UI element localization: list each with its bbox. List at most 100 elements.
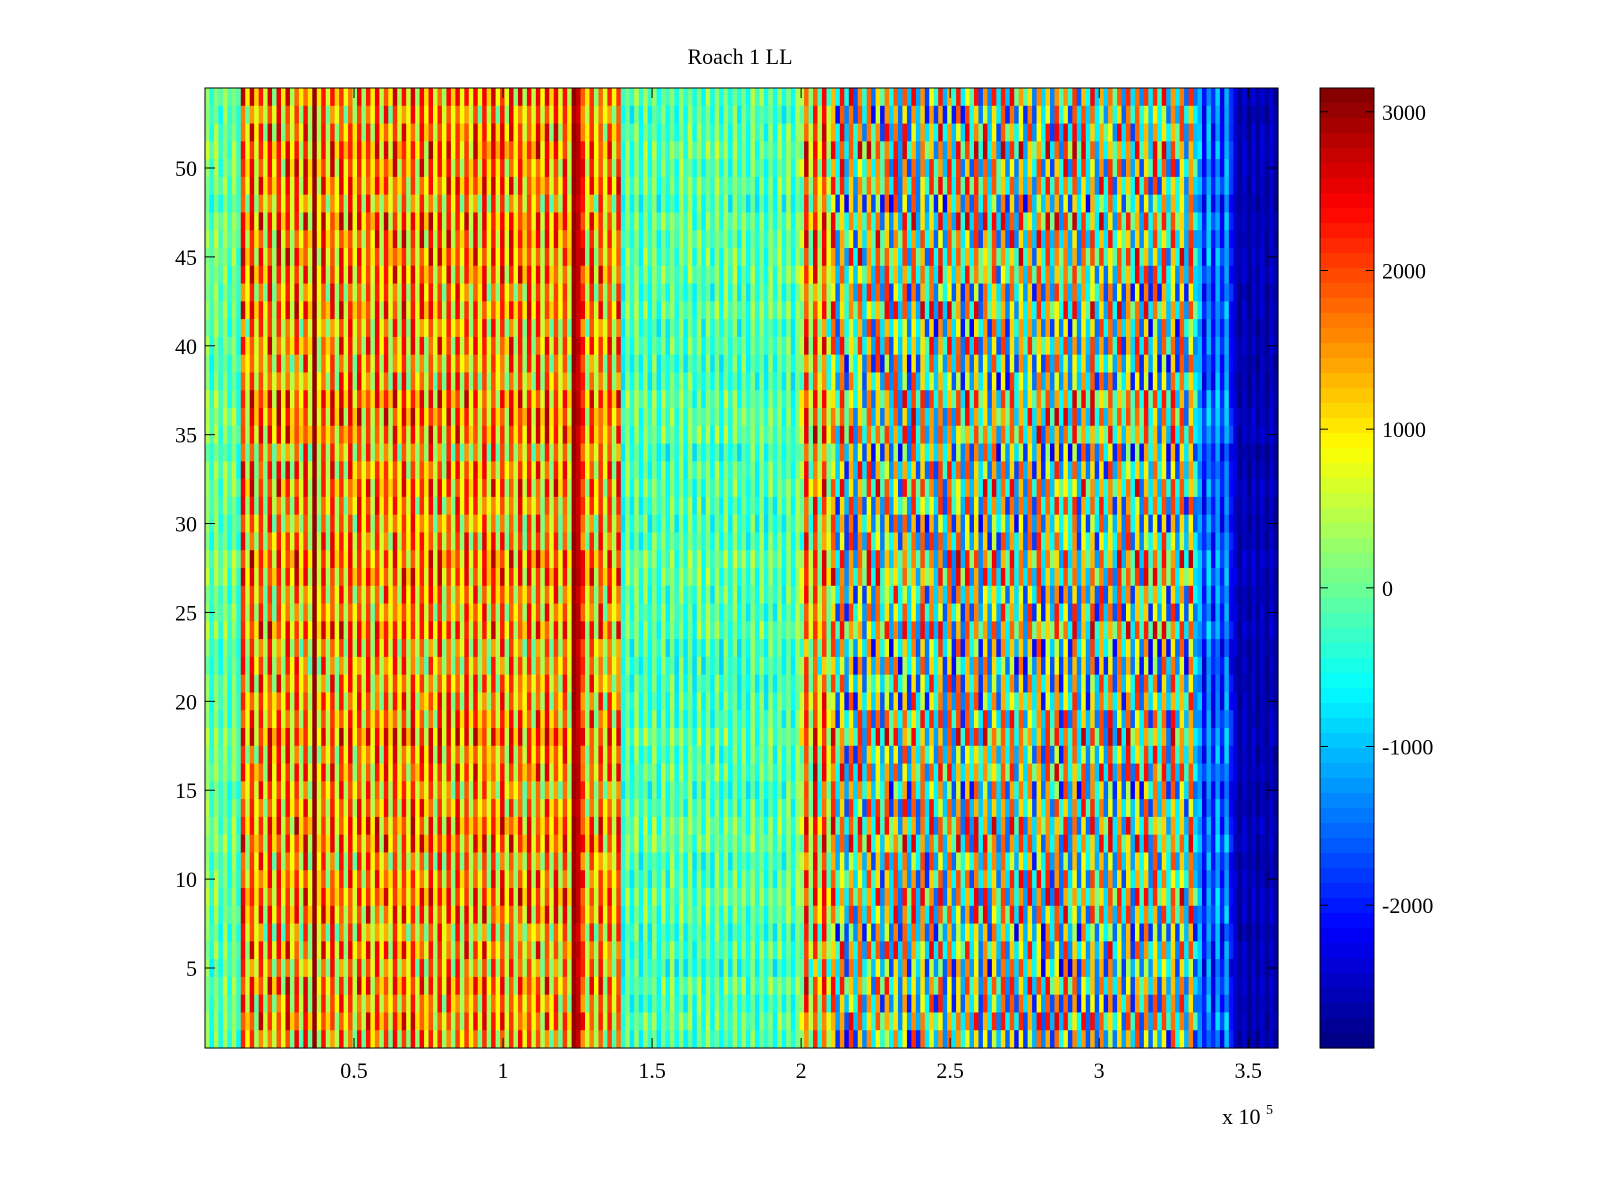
heatmap-cell: [379, 88, 385, 107]
heatmap-cell: [544, 639, 550, 658]
heatmap-cell: [267, 408, 273, 427]
chart-title: Roach 1 LL: [687, 44, 792, 69]
heatmap-cell: [540, 834, 546, 854]
heatmap-cell: [316, 479, 322, 498]
heatmap-cell: [249, 354, 255, 374]
heatmap-cell: [517, 372, 524, 391]
heatmap-cell: [330, 976, 336, 996]
heatmap-cell: [365, 834, 372, 854]
heatmap-cell: [459, 105, 465, 125]
heatmap-cell: [357, 745, 363, 765]
heatmap-cell: [339, 639, 345, 658]
heatmap-cell: [231, 781, 237, 800]
heatmap-cell: [325, 639, 331, 658]
heatmap-cell: [602, 763, 608, 782]
heatmap-cell: [540, 674, 546, 694]
heatmap-cell: [316, 728, 322, 747]
heatmap-cell: [473, 585, 479, 605]
heatmap-cell: [383, 123, 389, 142]
heatmap-cell: [334, 336, 340, 356]
heatmap-cell: [352, 372, 358, 391]
heatmap-cell: [607, 230, 613, 249]
heatmap-cell: [428, 976, 434, 996]
heatmap-cell: [509, 141, 515, 160]
heatmap-cell: [593, 425, 600, 445]
heatmap-cell: [468, 496, 474, 516]
heatmap-cell: [222, 301, 228, 320]
heatmap-cell: [205, 230, 211, 249]
heatmap-cell: [379, 354, 385, 374]
heatmap-cell: [307, 176, 313, 196]
heatmap-cell: [410, 479, 416, 498]
heatmap-cell: [495, 550, 501, 569]
heatmap-cell: [245, 390, 251, 409]
heatmap-cell: [209, 105, 215, 125]
heatmap-cell: [589, 336, 595, 356]
heatmap-cell: [245, 852, 251, 871]
heatmap-cell: [424, 799, 430, 818]
heatmap-cell: [509, 88, 515, 107]
heatmap-cell: [272, 443, 278, 462]
heatmap-cell: [468, 265, 474, 285]
heatmap-cell: [227, 674, 233, 694]
heatmap-cell: [258, 976, 264, 996]
heatmap-cell: [500, 639, 506, 658]
heatmap-cell: [593, 443, 600, 462]
heatmap-cell: [213, 461, 220, 480]
heatmap-cell: [522, 834, 528, 854]
heatmap-cell: [500, 159, 506, 178]
heatmap-cell: [307, 550, 313, 569]
heatmap-cell: [272, 265, 278, 285]
heatmap-cell: [567, 265, 573, 285]
heatmap-cell: [240, 354, 246, 374]
heatmap-cell: [406, 443, 412, 462]
heatmap-cell: [205, 301, 211, 320]
heatmap-cell: [459, 194, 465, 214]
heatmap-cell: [339, 905, 345, 925]
heatmap-cell: [281, 425, 287, 445]
heatmap-cell: [410, 976, 416, 996]
heatmap-cell: [504, 265, 510, 285]
heatmap-cell: [388, 568, 394, 587]
heatmap-cell: [437, 816, 443, 836]
heatmap-cell: [549, 141, 555, 160]
heatmap-cell: [330, 585, 336, 605]
heatmap-cell: [222, 390, 228, 409]
heatmap-cell: [459, 621, 465, 640]
heatmap-cell: [352, 834, 358, 854]
heatmap-cell: [254, 550, 260, 569]
heatmap-cell: [482, 336, 488, 356]
heatmap-cell: [316, 105, 322, 125]
heatmap-cell: [562, 710, 568, 729]
heatmap-cell: [263, 123, 269, 142]
heatmap-cell: [374, 1012, 380, 1031]
heatmap-cell: [361, 976, 367, 996]
heatmap-cell: [289, 852, 296, 871]
heatmap-cell: [611, 603, 617, 622]
heatmap-cell: [410, 745, 416, 765]
heatmap-cell: [379, 319, 385, 338]
heatmap-cell: [294, 1012, 300, 1031]
heatmap-cell: [258, 443, 264, 462]
heatmap-cell: [357, 994, 363, 1014]
heatmap-cell: [357, 265, 363, 285]
heatmap-cell: [450, 639, 456, 658]
heatmap-cell: [401, 1030, 407, 1049]
heatmap-cell: [616, 265, 622, 285]
heatmap-cell: [602, 105, 608, 125]
heatmap-cell: [477, 461, 483, 480]
heatmap-cell: [473, 674, 479, 694]
heatmap-cell: [289, 248, 296, 267]
heatmap-cell: [388, 194, 394, 214]
heatmap-cell: [558, 745, 564, 765]
heatmap-cell: [312, 283, 318, 302]
heatmap-cell: [307, 159, 313, 178]
heatmap-cell: [401, 159, 407, 178]
heatmap-cell: [486, 496, 492, 516]
heatmap-cell: [540, 88, 546, 107]
heatmap-cell: [495, 212, 501, 231]
heatmap-cell: [374, 354, 380, 374]
heatmap-cell: [410, 816, 416, 836]
heatmap-cell: [281, 319, 287, 338]
heatmap-cell: [607, 194, 613, 214]
